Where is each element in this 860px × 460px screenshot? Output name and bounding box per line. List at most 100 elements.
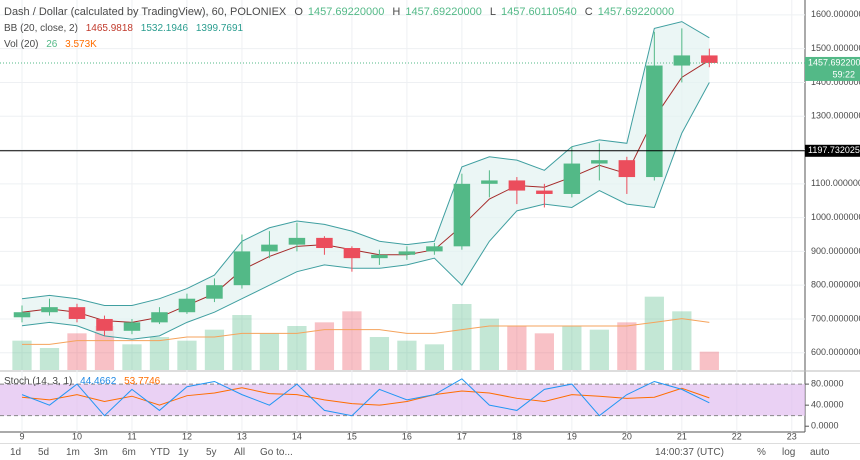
main-legend: Dash / Dollar (calculated by TradingView… [4,6,679,18]
candle-body [371,254,388,259]
candle-body [96,318,113,331]
vol-legend: Vol (20) 26 3.573K [4,39,102,50]
chart-title: Dash / Dollar (calculated by TradingView… [4,6,287,18]
toolbar-button[interactable]: 1d [10,447,22,458]
candle-body [261,244,278,252]
volume-bar [369,337,390,370]
bb-lower [21,82,710,340]
volume-bar [67,333,87,370]
bb-fill [21,21,710,340]
candle-body [563,163,581,194]
x-tick-label: 12 [182,431,192,441]
candle-body [536,190,553,194]
y-tick-label: 700.00000000 [811,313,860,323]
x-tick-label: 9 [19,431,24,441]
candle-body [151,312,168,323]
x-tick-label: 13 [237,431,247,441]
candle-body [646,65,663,178]
legend-value: 1457.69220000 [405,6,482,18]
toolbar-button[interactable]: 3m [94,447,108,458]
stoch-band [0,384,805,416]
volume-bar [562,326,582,370]
y-tick-label: 1500.00000000 [811,43,860,53]
y-tick-label: 80.0000 [811,378,844,388]
chart: 600.00000000 700.00000000 800.00000000 900.… [0,0,860,443]
candle-body [453,183,471,247]
x-tick-label: 10 [72,431,82,441]
candle-body [343,248,361,259]
volume-bar [39,348,60,370]
candle-body [618,160,636,178]
legend-label: L [489,6,497,18]
y-tick-label: 800.00000000 [811,280,860,290]
volume-bar [314,322,335,370]
x-tick-label: 23 [787,431,797,441]
toolbar-button[interactable]: 1y [178,447,189,458]
x-tick-label: 21 [677,431,687,441]
candle-body [398,251,416,255]
volume-bar [342,311,362,370]
y-tick-label: 1600.00000000 [811,9,860,19]
toolbar-button[interactable]: 5d [38,447,50,458]
volume-bar [232,315,252,370]
toolbar-button[interactable]: auto [810,447,830,458]
bb-legend: BB (20, close, 2) 1465.9818 1532.1946 13… [4,23,248,34]
y-tick-label: 600.00000000 [811,347,860,357]
toolbar-button[interactable]: log [782,447,796,458]
y-tick-label: 0.0000 [811,421,839,431]
x-tick-label: 20 [622,431,632,441]
toolbar-button[interactable]: % [757,447,766,458]
legend-value: 1457.69220000 [597,6,675,18]
y-tick-label: 1300.00000000 [811,111,860,121]
toolbar-button[interactable]: 6m [122,447,136,458]
candle-body [426,246,443,252]
candle-body [481,180,498,184]
candle-body [206,285,223,299]
candle-body [288,237,306,245]
candle-body [233,251,251,286]
stoch-k-value: 44.4662 [80,376,117,387]
stoch-d-value: 53.7746 [124,376,161,387]
bb-basis-value: 1465.9818 [85,23,133,34]
volume-bar [672,311,692,370]
volume-bar [122,344,142,370]
volume-bar [204,329,225,370]
y-tick-label: 1000.00000000 [811,212,860,222]
countdown: 59:22 [832,69,855,79]
volume-bar [177,340,197,370]
toolbar-button[interactable]: 1m [66,447,80,458]
x-tick-label: 15 [347,431,357,441]
candle-body [701,55,718,63]
y-tick-label: 1400.00000000 [811,77,860,87]
volume-bar [452,304,472,370]
toolbar-button[interactable]: All [234,447,246,458]
candle-body [68,307,86,319]
legend-label: H [392,6,401,18]
toolbar-button[interactable]: 5y [206,447,217,458]
stoch-d [21,387,710,406]
volume-ma [21,318,710,345]
candle-body [316,237,333,249]
candle-body [13,312,31,318]
y-tick-label: 900.00000000 [811,246,860,256]
y-tick-label: 40.0000 [811,400,844,410]
volume-bar [149,337,170,370]
volume-bar [507,326,527,370]
volume-bar [12,340,32,370]
volume-bar [94,326,115,370]
volume-bar [644,296,664,370]
toolbar-button[interactable]: Go to... [260,447,293,458]
x-tick-label: 16 [402,431,412,441]
candle-body [591,160,608,164]
x-tick-label: 19 [567,431,577,441]
candle-body [41,307,58,313]
volume-bar [699,351,719,370]
candle-body [673,55,691,66]
x-tick-label: 17 [457,431,467,441]
volume-bar [424,344,445,370]
toolbar-button[interactable]: YTD [150,447,170,458]
bb-upper [21,21,710,306]
volume-bar [479,318,500,370]
stoch-name: Stoch (14, 3, 1) [4,376,73,387]
